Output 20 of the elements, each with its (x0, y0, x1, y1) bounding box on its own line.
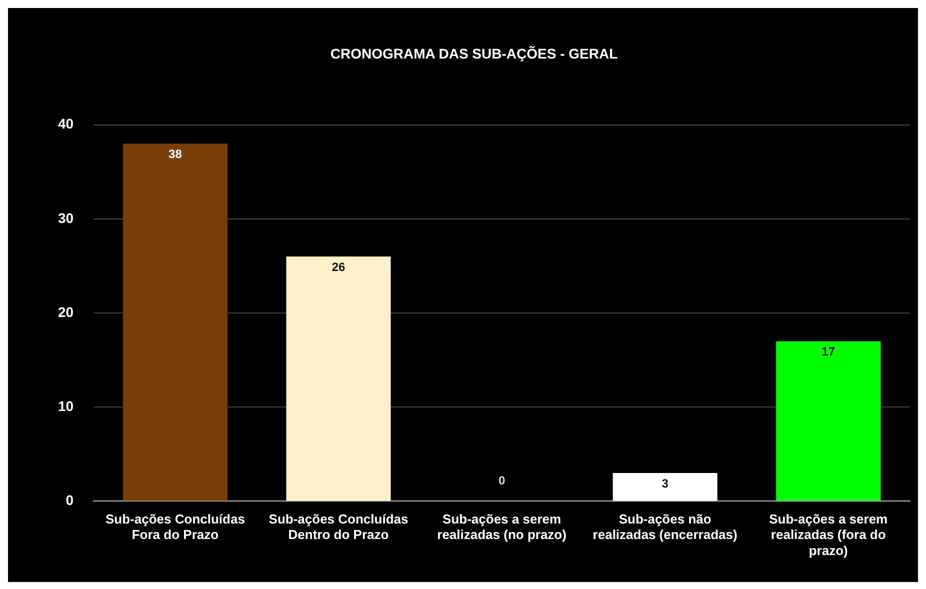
x-tick-label: Sub-ações Concluídas Dentro do Prazo (268, 512, 408, 542)
bar (286, 256, 391, 501)
chart-title: CRONOGRAMA DAS SUB-AÇÕES - GERAL (330, 45, 618, 62)
x-tick-label: Sub-ações a serem realizadas (fora do prazo) (769, 512, 888, 558)
x-tick-label: Sub-ações não realizadas (encerradas) (592, 512, 738, 542)
bar (776, 341, 881, 501)
bar (612, 472, 718, 501)
x-tick-label: Sub-ações Concluídas Fora do Prazo (106, 512, 245, 542)
data-label: 26 (332, 260, 346, 274)
data-label: 17 (822, 344, 836, 359)
data-label: 0 (498, 474, 506, 488)
data-label: 38 (168, 146, 182, 161)
bar (122, 144, 228, 501)
y-tick-label: 30 (58, 210, 74, 226)
y-tick-label: 10 (58, 398, 74, 414)
y-tick-label: 0 (66, 492, 74, 508)
y-tick-label: 40 (58, 116, 74, 132)
x-tick-label: Sub-ações a serem realizadas (no prazo) (437, 512, 566, 542)
data-label: 3 (662, 476, 669, 490)
y-tick-label: 20 (58, 304, 74, 320)
